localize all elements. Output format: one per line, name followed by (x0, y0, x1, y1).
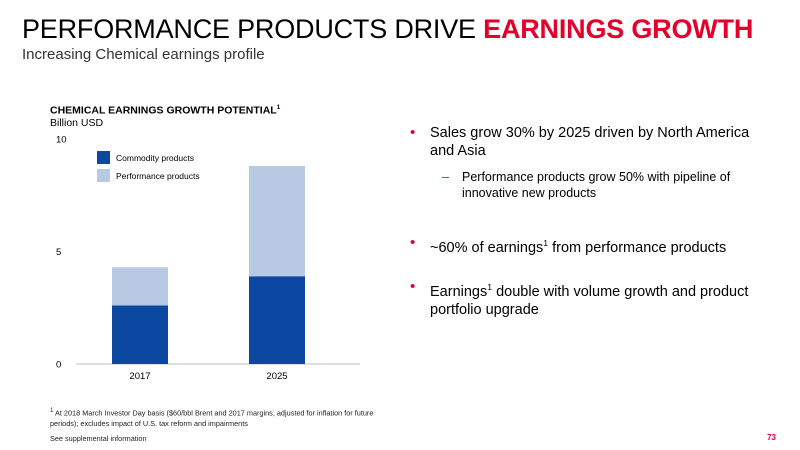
chart-title-footnote-ref: 1 (276, 104, 281, 111)
bullet-footnote-ref: 1 (487, 281, 493, 292)
page-subtitle: Increasing Chemical earnings profile (22, 46, 265, 63)
chart-title: CHEMICAL EARNINGS GROWTH POTENTIAL1 (50, 104, 280, 117)
footnote: 1 At 2018 March Investor Day basis ($60/… (50, 406, 395, 429)
footnote-text: At 2018 March Investor Day basis ($60/bb… (50, 408, 374, 428)
legend-label: Performance products (116, 171, 200, 181)
title-accent: EARNINGS GROWTH (483, 14, 754, 44)
title-main: PERFORMANCE PRODUCTS DRIVE (22, 14, 484, 44)
legend-swatch (97, 151, 110, 164)
page-title: PERFORMANCE PRODUCTS DRIVE EARNINGS GROW… (22, 14, 753, 45)
chart-unit-label: Billion USD (50, 117, 104, 129)
chart-title-text: CHEMICAL EARNINGS GROWTH POTENTIAL (50, 104, 277, 117)
sub-bullet-performance-growth: Performance products grow 50% with pipel… (410, 170, 770, 201)
bullet-text-pre: ~60% of earnings (430, 239, 544, 256)
footnote-marker: 1 (50, 407, 54, 414)
legend-swatch (97, 169, 110, 182)
x-tick-label: 2025 (266, 371, 287, 382)
x-tick-label: 2017 (129, 371, 150, 382)
y-tick-label: 5 (56, 247, 61, 258)
page-number: 73 (767, 433, 776, 442)
bullet-text-post: double with volume growth and product po… (430, 283, 749, 318)
bullet-text-post: from performance products (548, 239, 727, 256)
bar-commodity-products-2017 (112, 305, 168, 364)
sub-bullet-text: Performance products grow 50% with pipel… (462, 170, 731, 200)
legend-label: Commodity products (116, 153, 194, 163)
bullet-earnings-double: Earnings1 double with volume growth and … (410, 278, 770, 319)
bullet-list: Sales grow 30% by 2025 driven by North A… (410, 124, 770, 319)
earnings-chart: 0 5 10 2017 2025 Commodity products Performanc… (56, 135, 360, 382)
bar-performance-products-2025 (249, 166, 305, 277)
y-tick-label: 0 (56, 360, 61, 371)
y-tick-label: 10 (56, 135, 67, 146)
bullet-text-pre: Earnings (430, 283, 488, 300)
bar-commodity-products-2025 (249, 276, 305, 364)
bullet-sales-growth: Sales grow 30% by 2025 driven by North A… (410, 124, 770, 160)
bullet-footnote-ref: 1 (543, 238, 549, 248)
supplemental-info-link[interactable]: See supplemental information (50, 434, 147, 443)
bullet-earnings-share: ~60% of earnings1 from performance produ… (410, 234, 770, 257)
bullet-text: Sales grow 30% by 2025 driven by North A… (430, 125, 750, 159)
bar-performance-products-2017 (112, 267, 168, 306)
